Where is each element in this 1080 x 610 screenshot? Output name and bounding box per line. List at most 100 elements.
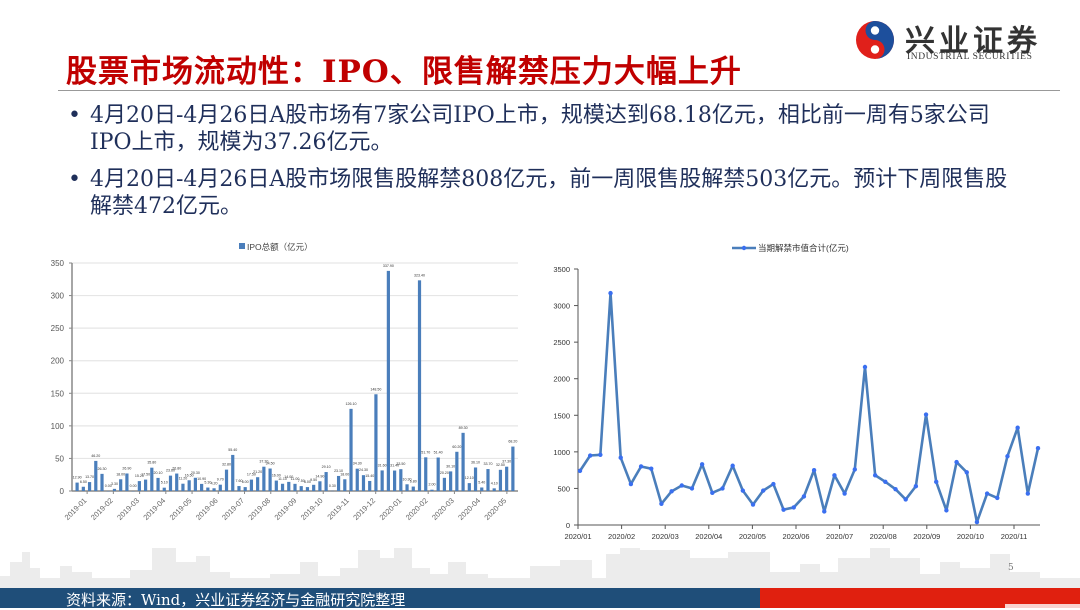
bar-value-label: 51.70 <box>421 450 430 454</box>
x-tick-label: 2019-05 <box>168 496 194 522</box>
ipo-bar <box>300 486 303 491</box>
ipo-bar <box>449 471 452 491</box>
y-tick-label: 100 <box>51 422 65 431</box>
ipo-bar <box>374 394 377 491</box>
ipo-bar <box>381 470 384 491</box>
bar-value-label: 0.00 <box>130 484 137 488</box>
ipo-bar <box>418 280 421 491</box>
x-tick-label: 2020/11 <box>1001 532 1028 541</box>
ipo-bar <box>393 471 396 491</box>
bar-value-label: 323.40 <box>414 273 425 277</box>
ipo-bar <box>138 481 141 491</box>
data-point-marker <box>659 502 663 506</box>
ipo-bar <box>474 467 477 491</box>
data-point-marker <box>965 470 969 474</box>
ipo-bar <box>281 484 284 491</box>
bar-value-label: 51.40 <box>434 451 443 455</box>
data-point-marker <box>710 491 714 495</box>
bar-value-label: 20.30 <box>191 471 200 475</box>
y-tick-label: 350 <box>51 259 65 268</box>
ipo-bar <box>156 478 159 491</box>
data-point-marker <box>1005 454 1009 458</box>
x-tick-label: 2020-05 <box>482 496 508 522</box>
x-tick-label: 2020-02 <box>404 496 430 522</box>
company-logo: 兴业证券 INDUSTRIAL SECURITIES <box>855 14 1065 64</box>
y-tick-label: 500 <box>557 484 570 493</box>
bar-value-label: 0.30 <box>329 484 336 488</box>
bar-value-label: 30.10 <box>446 464 455 468</box>
data-point-marker <box>832 473 836 477</box>
bullet-list: 4月20日-4月26日A股市场有7家公司IPO上市，规模达到68.18亿元，相比… <box>66 102 1026 230</box>
x-tick-label: 2019-10 <box>299 496 325 522</box>
x-tick-label: 2019-01 <box>63 496 89 522</box>
skyline-decoration <box>0 548 1080 588</box>
data-point-marker <box>639 464 643 468</box>
ipo-bar <box>493 488 496 491</box>
data-point-marker <box>1026 491 1030 495</box>
data-point-marker <box>588 453 592 457</box>
ipo-bar <box>424 457 427 491</box>
ipo-bar <box>511 447 514 491</box>
data-point-marker <box>619 456 623 460</box>
bar-value-label: 21.20 <box>253 470 262 474</box>
footer-accent-tab <box>1005 604 1080 608</box>
ipo-bar <box>94 461 97 491</box>
y-tick-label: 0 <box>60 487 65 496</box>
ipo-bar <box>169 476 172 491</box>
x-tick-label: 2020-01 <box>378 496 404 522</box>
ipo-bar <box>237 486 240 491</box>
ipo-bar <box>343 479 346 491</box>
bar-value-label: 148.50 <box>370 387 381 391</box>
bar-value-label: 33.50 <box>396 462 405 466</box>
data-point-marker <box>751 502 755 506</box>
bar-value-label: 5.10 <box>161 481 168 485</box>
y-tick-label: 2000 <box>553 375 570 384</box>
data-point-marker <box>771 482 775 486</box>
bar-value-label: 55.40 <box>228 448 237 452</box>
ipo-bar <box>144 480 147 491</box>
ipo-bar <box>262 467 265 491</box>
bar-value-label: 18.00 <box>340 472 349 476</box>
y-tick-label: 3000 <box>553 302 570 311</box>
ipo-bar <box>181 484 184 491</box>
ipo-bar <box>250 480 253 491</box>
data-point-marker <box>914 484 918 488</box>
y-tick-label: 2500 <box>553 338 570 347</box>
x-tick-label: 2020/03 <box>652 532 679 541</box>
bar-value-label: 12.10 <box>465 476 474 480</box>
legend-swatch-icon <box>239 243 245 249</box>
ipo-bar <box>412 487 415 491</box>
ipo-bar <box>82 487 85 491</box>
y-tick-label: 300 <box>51 292 65 301</box>
bar-value-label: 34.30 <box>353 462 362 466</box>
x-tick-label: 2019-09 <box>273 496 299 522</box>
bar-value-label: 6.00 <box>242 480 249 484</box>
data-point-marker <box>720 486 724 490</box>
ipo-bar <box>468 483 471 491</box>
data-point-marker <box>934 480 938 484</box>
ipo-bar <box>231 455 234 491</box>
data-point-marker <box>995 496 999 500</box>
data-point-marker <box>985 491 989 495</box>
ipo-bar <box>387 271 390 491</box>
legend-label: IPO总额（亿元） <box>247 242 313 252</box>
bar-value-label: 9.70 <box>217 478 224 482</box>
data-point-marker <box>903 497 907 501</box>
bar-value-label: 14.90 <box>315 474 324 478</box>
bar-value-label: 68.20 <box>508 440 517 444</box>
data-point-marker <box>1036 446 1040 450</box>
data-point-marker <box>1015 426 1019 430</box>
x-tick-label: 2020/01 <box>564 532 591 541</box>
y-tick-label: 50 <box>55 454 64 463</box>
ipo-bar <box>443 478 446 491</box>
ipo-bar <box>349 409 352 491</box>
ipo-bar <box>405 484 408 491</box>
bar-value-label: 11.20 <box>179 477 188 481</box>
y-tick-label: 1000 <box>553 448 570 457</box>
data-point-marker <box>893 487 897 491</box>
y-tick-label: 0 <box>566 521 570 530</box>
bar-value-label: 6.50 <box>80 480 87 484</box>
ipo-bar-chart-canvas: IPO总额（亿元）05010015020025030035012.906.501… <box>30 238 530 538</box>
y-tick-label: 200 <box>51 357 65 366</box>
